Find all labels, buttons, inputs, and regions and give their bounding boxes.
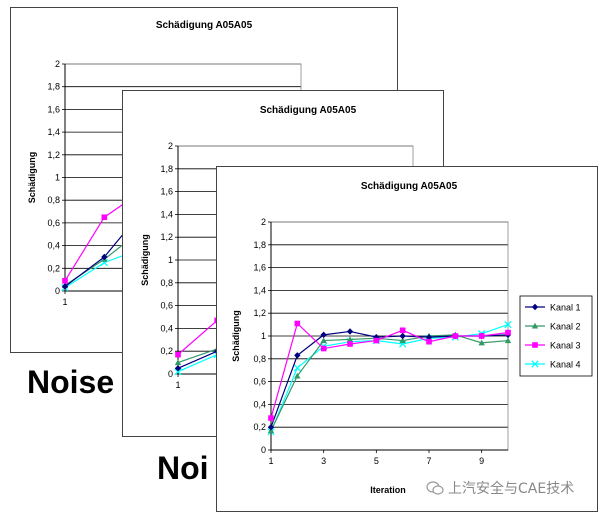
wechat-icon	[426, 481, 444, 495]
x-tick-label: 7	[426, 456, 431, 466]
data-point	[373, 337, 380, 344]
y-axis-label: Schädigung	[140, 234, 150, 286]
series-line-kanal-1	[270, 330, 509, 428]
data-point	[346, 328, 354, 335]
chart-title: Schädigung A05A05	[156, 20, 253, 31]
series-line-kanal-4	[270, 324, 509, 432]
y-tick-label: 2	[55, 59, 60, 69]
y-tick-label: 0	[261, 445, 266, 455]
legend-entry: Kanal 2	[550, 322, 581, 332]
y-tick-label: 0,4	[47, 241, 60, 251]
series-line-kanal-3	[270, 322, 509, 419]
noise-label-back: Noise	[27, 364, 115, 400]
noise-label-middle: Noi	[157, 450, 209, 486]
legend-marker	[531, 303, 539, 311]
chart-svg-front: Schädigung A05A05 Schädigung 0 0,2 0,4 0,6 0,8…	[231, 181, 593, 495]
legend-marker	[532, 342, 538, 348]
legend-entry: Kanal 3	[550, 341, 581, 351]
data-point	[347, 341, 353, 347]
data-point	[504, 320, 512, 329]
chart-title: Schädigung A05A05	[260, 105, 357, 116]
data-point	[294, 372, 301, 379]
y-tick-label: 0	[55, 286, 60, 296]
y-tick-label: 0,8	[253, 354, 266, 364]
x-axis-label: Iteration	[370, 485, 406, 495]
y-tick-label: 1,6	[253, 263, 266, 273]
chart-card-front: Schädigung A05A05 Schädigung 0 0,2 0,4 0,6 0,8…	[216, 166, 598, 512]
y-tick-label: 1,2	[253, 308, 266, 318]
y-tick-label: 0,8	[47, 195, 60, 205]
x-tick-label: 5	[374, 456, 379, 466]
watermark: 上汽安全与CAE技术	[426, 478, 574, 498]
data-point	[399, 327, 406, 334]
data-point	[452, 333, 459, 339]
data-point	[267, 424, 275, 431]
y-tick-label: 1,8	[47, 82, 60, 92]
data-point	[294, 320, 301, 327]
y-tick-label: 1,8	[160, 164, 173, 174]
legend-box	[519, 295, 593, 377]
series-line-kanal-2	[270, 334, 509, 431]
data-point	[174, 359, 182, 366]
x-tick-label: 1	[175, 380, 180, 390]
y-tick-label: 0	[168, 369, 173, 379]
data-point	[478, 339, 485, 346]
x-tick-label: 1	[62, 297, 67, 307]
data-point	[62, 277, 68, 284]
y-tick-label: 1,4	[47, 127, 60, 137]
legend-entry: Kanal 1	[550, 303, 581, 313]
data-point	[101, 214, 108, 221]
y-tick-label: 0,4	[253, 399, 266, 409]
data-point	[320, 331, 327, 339]
data-point	[399, 337, 406, 344]
y-tick-label: 0,2	[47, 263, 60, 273]
data-point	[101, 253, 108, 261]
data-point	[175, 351, 181, 358]
y-tick-label: 1,4	[160, 209, 173, 219]
y-tick-label: 1,6	[160, 187, 173, 197]
y-tick-label: 0,6	[160, 301, 173, 311]
x-tick-label: 3	[321, 456, 326, 466]
y-tick-label: 1	[261, 331, 266, 341]
y-axis-label: Schädigung	[27, 152, 37, 204]
data-point	[399, 332, 406, 340]
y-tick-label: 0,6	[47, 218, 60, 228]
data-point	[294, 352, 301, 359]
data-point	[426, 338, 432, 345]
y-axis-label: Schädigung	[231, 310, 241, 362]
y-tick-label: 1	[168, 255, 173, 265]
data-point	[320, 345, 327, 352]
data-point	[346, 336, 354, 342]
y-tick-label: 1,6	[47, 104, 60, 114]
legend-entry: Kanal 4	[550, 360, 581, 370]
data-point	[293, 364, 301, 372]
watermark-text: 上汽安全与CAE技术	[448, 481, 575, 497]
y-tick-label: 1,2	[160, 232, 173, 242]
data-point	[505, 329, 511, 336]
data-point	[174, 368, 182, 376]
y-tick-label: 1,8	[253, 240, 266, 250]
x-tick-label: 1	[268, 456, 273, 466]
y-tick-label: 0,6	[253, 377, 266, 387]
y-tick-label: 0,8	[160, 278, 173, 288]
data-point	[425, 333, 433, 341]
data-point	[61, 283, 69, 290]
y-tick-label: 2	[261, 217, 266, 227]
x-tick-label: 9	[479, 456, 484, 466]
data-point	[504, 337, 512, 344]
y-tick-label: 1	[55, 173, 60, 183]
data-point	[320, 337, 327, 344]
y-tick-label: 1,4	[253, 285, 266, 295]
legend-marker	[531, 322, 539, 329]
y-tick-label: 0,4	[160, 323, 173, 333]
data-point	[268, 415, 274, 421]
y-tick-label: 0,2	[253, 422, 266, 432]
y-tick-label: 0,2	[160, 346, 173, 356]
legend-marker	[531, 360, 539, 368]
y-tick-label: 2	[168, 141, 173, 151]
chart-title: Schädigung A05A05	[361, 181, 458, 192]
data-point	[478, 333, 485, 339]
y-tick-label: 1,2	[47, 150, 60, 160]
